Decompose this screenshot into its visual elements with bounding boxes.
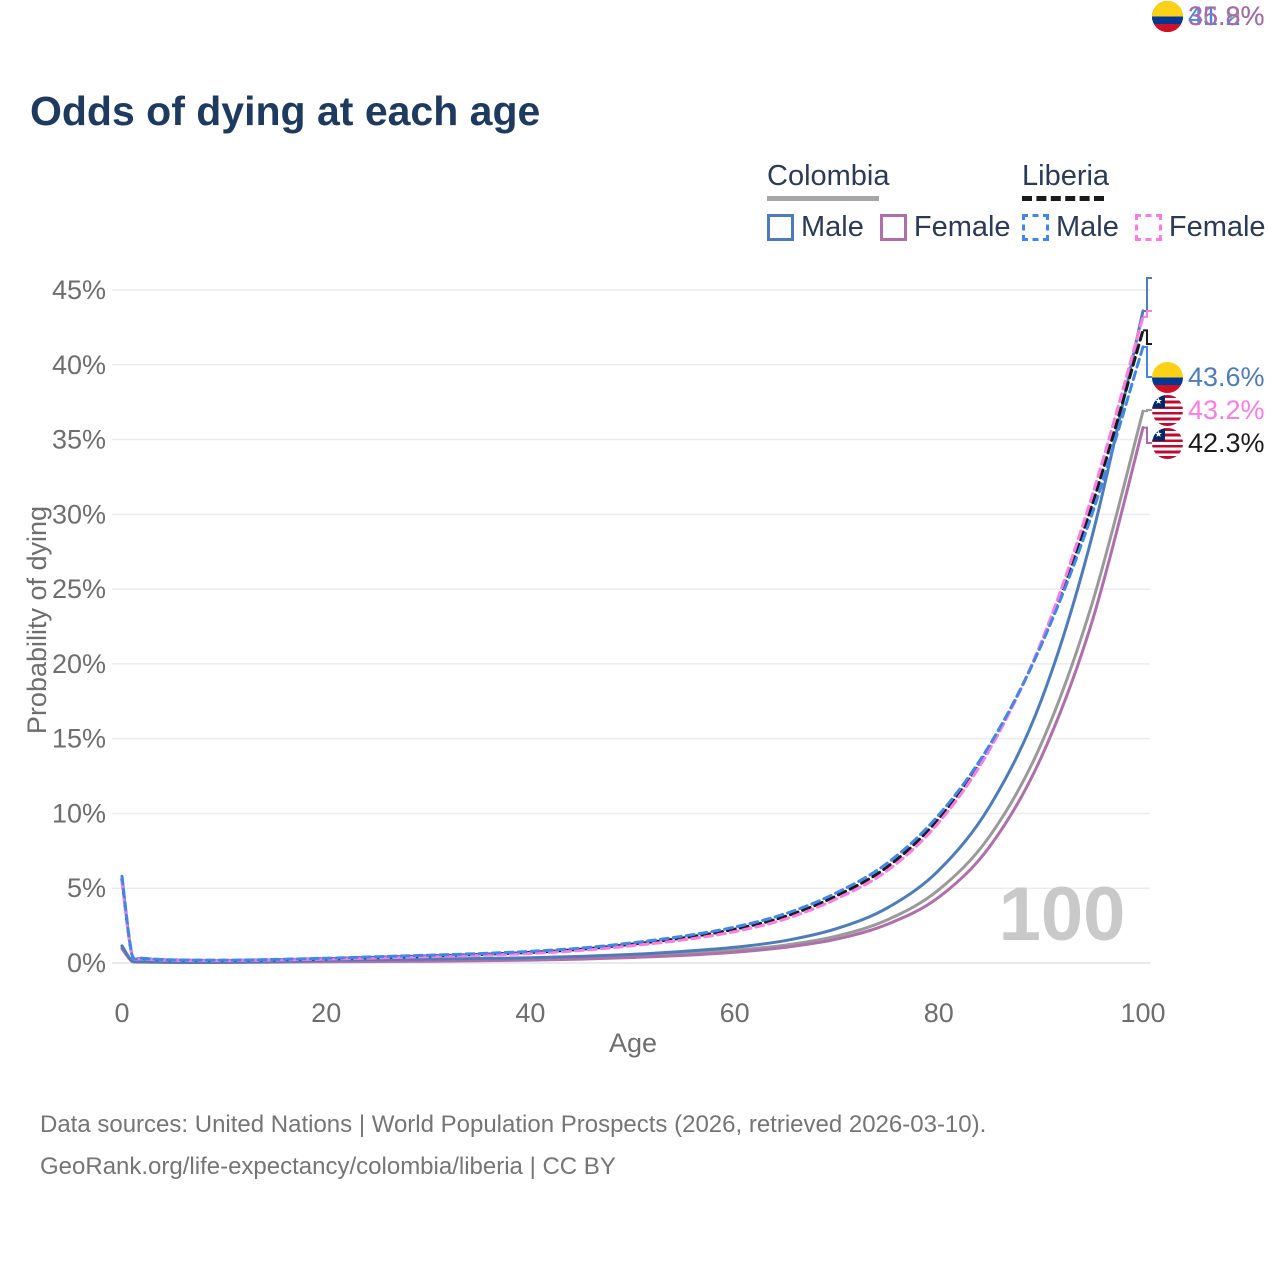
x-tick-label: 0 [114, 998, 129, 1028]
x-axis-title: Age [609, 1028, 657, 1058]
end-label-connector [1143, 277, 1152, 312]
page-title: Odds of dying at each age [30, 88, 541, 134]
end-label-connector [1143, 409, 1152, 413]
y-tick-label: 30% [52, 499, 106, 529]
attribution-link-line[interactable]: GeoRank.org/life-expectancy/colombia/lib… [40, 1153, 616, 1180]
legend-label: Male [801, 211, 864, 243]
legend-item-liberia-male[interactable]: Male [1022, 211, 1119, 244]
end-value-label: 43.2% [1188, 394, 1265, 425]
colombia-line-style-swatch [767, 196, 879, 201]
legend-group-liberia: Liberia Male Female [1022, 160, 1266, 244]
country-flag-icon [1152, 394, 1183, 426]
end-value-label: 43.6% [1188, 361, 1265, 392]
legend-country-liberia[interactable]: Liberia [1022, 160, 1110, 192]
series-line-colombia-female[interactable] [120, 426, 1145, 964]
end-label-connector [1143, 310, 1152, 318]
x-tick-label: 100 [1120, 998, 1165, 1028]
legend-item-liberia-female[interactable]: Female [1134, 211, 1266, 244]
series-line-liberia-male[interactable] [120, 345, 1145, 962]
end-label-colombia-male: 43.6% [1152, 361, 1265, 393]
legend-label: Male [1056, 211, 1119, 243]
legend-item-colombia-female[interactable]: Female [879, 211, 1011, 244]
footer: Data sources: United Nations | World Pop… [40, 1104, 986, 1188]
end-value-label: 41.2% [1188, 0, 1265, 31]
end-label-colombia-female: 35.8% [1152, 0, 1265, 32]
series-line-liberia-both[interactable] [120, 328, 1145, 962]
y-tick-label: 25% [52, 574, 106, 604]
liberia-line-style-swatch [1022, 196, 1104, 201]
colombia-female-swatch-icon [879, 214, 907, 241]
end-value-label: 36.9% [1188, 0, 1265, 31]
end-label-liberia-both: 42.3% [1152, 427, 1265, 459]
legend-country-colombia[interactable]: Colombia [767, 160, 890, 192]
country-flag-icon [1152, 361, 1183, 393]
age-watermark: 100 [999, 872, 1126, 957]
legend-item-colombia-male[interactable]: Male [767, 211, 864, 244]
y-tick-label: 45% [52, 275, 106, 305]
x-tick-label: 20 [311, 998, 341, 1028]
end-label-connector [1143, 329, 1152, 345]
y-tick-label: 20% [52, 649, 106, 679]
x-tick-label: 40 [515, 998, 545, 1028]
end-label-liberia-female: 43.2% [1152, 394, 1265, 426]
end-label-connector [1143, 345, 1152, 378]
y-tick-label: 10% [52, 798, 106, 828]
end-label-connector [1143, 426, 1152, 444]
country-flag-icon [1152, 427, 1183, 459]
y-axis-title: Probability of dying [22, 506, 52, 734]
country-flag-icon [1152, 0, 1183, 32]
x-tick-label: 60 [720, 998, 750, 1028]
y-tick-label: 15% [52, 724, 106, 754]
x-tick-label: 80 [924, 998, 954, 1028]
end-value-label: 35.8% [1188, 0, 1265, 31]
y-tick-label: 5% [67, 873, 106, 903]
data-source-line: Data sources: United Nations | World Pop… [40, 1111, 987, 1138]
series-line-colombia-male[interactable] [120, 309, 1145, 964]
y-tick-label: 0% [67, 948, 106, 978]
series-line-colombia-both[interactable] [120, 409, 1145, 964]
colombia-male-swatch-icon [767, 214, 794, 241]
legend-group-colombia: Colombia Male Female [767, 160, 1011, 244]
liberia-male-swatch-icon [1022, 214, 1049, 241]
end-value-label: 42.3% [1188, 427, 1265, 458]
legend-label: Female [913, 211, 1011, 243]
series-line-liberia-female[interactable] [120, 315, 1145, 963]
legend-label: Female [1168, 211, 1266, 243]
y-tick-label: 40% [52, 350, 106, 380]
liberia-female-swatch-icon [1134, 214, 1162, 241]
y-tick-label: 35% [52, 425, 106, 455]
